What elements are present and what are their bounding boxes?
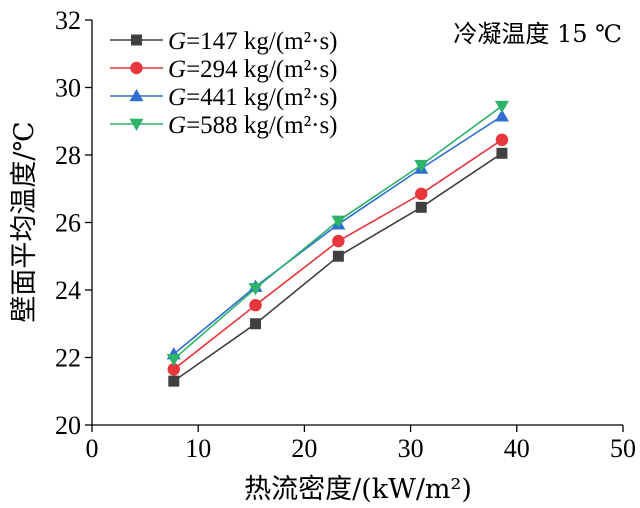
- legend-marker: [131, 34, 142, 46]
- data-point: [495, 133, 509, 147]
- x-tick-label: 10: [185, 434, 211, 463]
- x-tick-label: 50: [610, 434, 636, 463]
- y-tick-label: 32: [55, 6, 81, 35]
- y-tick-label: 20: [55, 411, 81, 440]
- legend-item: G=588 kg/(m²·s): [110, 112, 338, 139]
- x-tick-label: 40: [504, 434, 530, 463]
- series-line: [173, 105, 503, 360]
- data-point: [249, 298, 262, 312]
- series-4: [166, 100, 509, 367]
- legend-label: G=294 kg/(m²·s): [168, 56, 338, 83]
- legend-item: G=294 kg/(m²·s): [110, 56, 338, 83]
- data-point: [168, 375, 180, 387]
- axes: 0 10 20 30 40 50 20 22 24 26 28 30 32: [55, 6, 636, 463]
- data-point: [331, 215, 346, 228]
- data-point: [415, 201, 427, 213]
- data-point: [332, 234, 345, 248]
- data-point: [414, 159, 429, 173]
- data-point: [415, 187, 428, 201]
- x-axis-title: 热流密度/(kW/m²): [244, 474, 472, 505]
- legend-marker: [130, 61, 143, 75]
- legend: G=147 kg/(m²·s)G=294 kg/(m²·s)G=441 kg/(…: [110, 28, 338, 139]
- legend-marker: [129, 89, 144, 102]
- data-point: [494, 109, 509, 122]
- condensing-temperature-annotation: 冷凝温度 15 ℃: [453, 20, 622, 48]
- x-tick-label: 20: [291, 434, 317, 463]
- data-point: [494, 100, 509, 114]
- y-tick-label: 22: [55, 344, 81, 373]
- y-tick-label: 28: [55, 141, 81, 170]
- legend-label: G=588 kg/(m²·s): [168, 112, 338, 139]
- legend-marker: [129, 118, 144, 131]
- data-point: [250, 318, 262, 330]
- legend-label: G=441 kg/(m²·s): [168, 84, 338, 111]
- y-tick-label: 26: [55, 209, 81, 238]
- legend-item: G=147 kg/(m²·s): [110, 28, 338, 55]
- y-axis-title: 壁面平均温度/℃: [9, 121, 40, 322]
- data-point: [166, 353, 181, 367]
- data-point: [332, 250, 344, 262]
- series-2: [167, 133, 509, 376]
- y-tick-label: 30: [55, 74, 81, 103]
- legend-label: G=147 kg/(m²·s): [168, 28, 338, 55]
- series-layer: [166, 100, 509, 387]
- data-point: [248, 283, 263, 296]
- x-tick-label: 0: [86, 434, 99, 463]
- series-1: [168, 147, 508, 387]
- series-line: [173, 152, 503, 382]
- x-tick-label: 30: [398, 434, 424, 463]
- legend-item: G=441 kg/(m²·s): [110, 84, 338, 111]
- series-3: [166, 109, 509, 360]
- data-point: [167, 363, 180, 376]
- y-tick-label: 24: [55, 276, 81, 305]
- data-point: [496, 147, 508, 159]
